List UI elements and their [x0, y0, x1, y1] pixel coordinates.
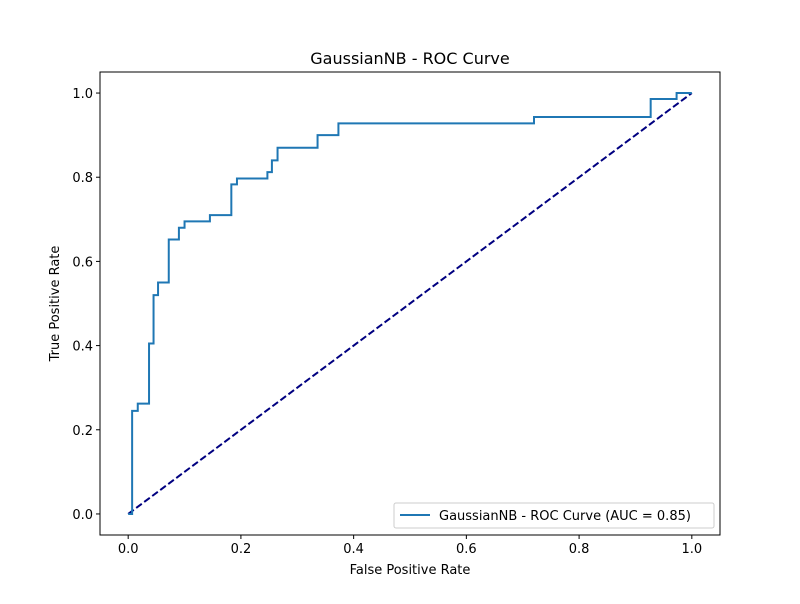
legend: GaussianNB - ROC Curve (AUC = 0.85): [393, 502, 715, 529]
y-tick-label: 0.8: [72, 171, 93, 186]
y-axis-ticks: 0.0 0.2 0.4 0.6 0.8 1.0: [72, 87, 100, 523]
x-axis-ticks: 0.0 0.2 0.4 0.6 0.8 1.0: [118, 535, 702, 557]
legend-label: GaussianNB - ROC Curve (AUC = 0.85): [439, 509, 691, 524]
plot-area: [99, 71, 721, 536]
chart-title: GaussianNB - ROC Curve: [310, 49, 509, 68]
y-tick-label: 0.4: [72, 340, 93, 355]
x-axis-label: False Positive Rate: [350, 563, 471, 578]
x-tick-label: 0.6: [456, 542, 477, 557]
x-tick-label: 0.4: [343, 542, 364, 557]
roc-curve-line: [128, 92, 692, 515]
y-tick-label: 0.2: [72, 424, 93, 439]
y-axis-label: True Positive Rate: [48, 246, 63, 363]
y-tick-label: 0.6: [72, 255, 93, 270]
x-tick-label: 0.8: [569, 542, 590, 557]
chance-diagonal-line: [127, 92, 693, 515]
legend-box: [393, 502, 715, 529]
x-tick-label: 0.2: [231, 542, 252, 557]
y-tick-label: 0.0: [72, 508, 93, 523]
x-tick-label: 1.0: [681, 542, 702, 557]
series-layer: [127, 92, 693, 515]
x-tick-label: 0.0: [118, 542, 139, 557]
y-tick-label: 1.0: [72, 87, 93, 102]
plot-frame: [99, 71, 721, 536]
